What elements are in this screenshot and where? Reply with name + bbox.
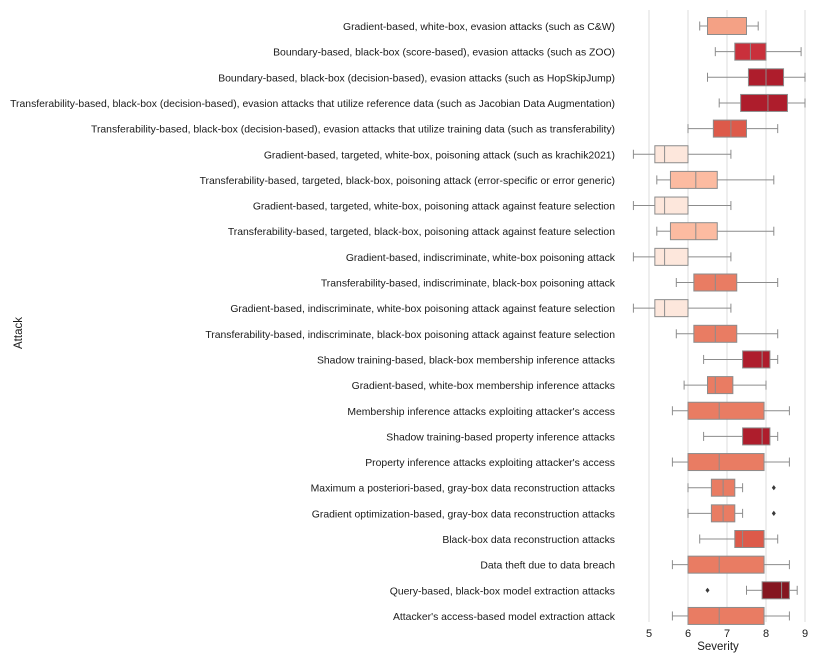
category-labels: Gradient-based, white-box, evasion attac… xyxy=(10,22,616,623)
category-label: Shadow training-based property inference… xyxy=(386,432,615,443)
category-label: Gradient optimization-based, gray-box da… xyxy=(312,509,615,520)
category-label: Attacker's access-based model extraction… xyxy=(393,612,616,623)
iqr-box xyxy=(712,119,747,138)
outlier-point xyxy=(771,485,776,491)
category-label: Black-box data reconstruction attacks xyxy=(442,535,615,546)
category-label: Membership inference attacks exploiting … xyxy=(347,407,615,418)
iqr-box xyxy=(669,222,718,241)
box-group xyxy=(656,222,775,241)
box-group xyxy=(671,555,790,574)
box-group xyxy=(714,42,802,61)
iqr-box xyxy=(761,581,790,600)
box-group xyxy=(671,453,790,472)
y-axis-label: Attack xyxy=(13,317,25,349)
x-tick-label: 6 xyxy=(685,628,691,640)
x-tick-label: 8 xyxy=(763,628,769,640)
category-label: Maximum a posteriori-based, gray-box dat… xyxy=(311,484,615,495)
iqr-box xyxy=(669,170,718,189)
box-group xyxy=(703,350,779,369)
x-tick-label: 5 xyxy=(646,628,652,640)
iqr-box xyxy=(687,401,765,420)
box-group xyxy=(671,401,790,420)
box-group xyxy=(632,299,732,318)
box-group xyxy=(632,196,732,215)
iqr-box xyxy=(734,530,765,548)
category-label: Shadow training-based, black-box members… xyxy=(317,355,615,366)
x-ticks: 5 6 7 8 9 xyxy=(646,628,808,640)
box-group xyxy=(671,606,790,625)
box-group xyxy=(718,93,806,112)
category-label: Transferability-based, targeted, black-b… xyxy=(200,176,615,187)
box-group xyxy=(707,68,806,87)
category-label: Transferability-based, indiscriminate, b… xyxy=(321,279,616,290)
iqr-box xyxy=(742,350,771,369)
box-group xyxy=(675,273,779,292)
iqr-box xyxy=(707,376,734,395)
category-label: Gradient-based, indiscriminate, white-bo… xyxy=(230,304,615,315)
category-label: Transferability-based, indiscriminate, b… xyxy=(205,330,615,341)
category-label: Query-based, black-box model extraction … xyxy=(390,586,615,597)
x-tick-label: 7 xyxy=(724,628,730,640)
category-label: Gradient-based, white-box membership inf… xyxy=(352,381,615,392)
iqr-box xyxy=(654,247,689,266)
iqr-box xyxy=(687,555,765,574)
box-group xyxy=(632,145,732,164)
boxes-layer xyxy=(632,17,806,625)
box-group xyxy=(675,324,779,343)
box-group xyxy=(699,17,759,35)
category-label: Gradient-based, indiscriminate, white-bo… xyxy=(346,253,616,264)
iqr-box xyxy=(740,93,788,112)
iqr-box xyxy=(654,299,689,318)
category-label: Transferability-based, black-box (decisi… xyxy=(91,125,615,136)
iqr-box xyxy=(742,427,771,446)
box-group xyxy=(705,581,798,600)
box-group xyxy=(687,478,776,497)
box-group xyxy=(632,247,732,266)
x-axis-label: Severity xyxy=(697,641,739,653)
category-label: Property inference attacks exploiting at… xyxy=(365,458,615,469)
x-tick-label: 9 xyxy=(802,628,808,640)
category-label: Boundary-based, black-box (score-based),… xyxy=(273,48,615,59)
category-label: Boundary-based, black-box (decision-base… xyxy=(218,73,615,84)
category-label: Gradient-based, targeted, white-box, poi… xyxy=(264,150,615,161)
iqr-box xyxy=(687,453,765,472)
category-label: Transferability-based, black-box (decisi… xyxy=(10,99,615,110)
iqr-box xyxy=(654,196,689,215)
box-group xyxy=(687,119,779,138)
box-group xyxy=(656,170,775,189)
category-label: Transferability-based, targeted, black-b… xyxy=(228,227,615,238)
box-group xyxy=(687,504,776,523)
box-group xyxy=(703,427,779,446)
iqr-box xyxy=(707,17,747,35)
grid-layer xyxy=(648,10,806,622)
iqr-box xyxy=(654,145,689,164)
category-label: Data theft due to data breach xyxy=(480,561,615,572)
outlier-point xyxy=(771,510,776,516)
category-label: Gradient-based, targeted, white-box, poi… xyxy=(253,202,615,213)
iqr-box xyxy=(687,606,765,625)
outlier-point xyxy=(705,587,710,593)
box-group xyxy=(683,376,767,395)
category-label: Gradient-based, white-box, evasion attac… xyxy=(343,22,615,33)
box-group xyxy=(699,530,779,548)
